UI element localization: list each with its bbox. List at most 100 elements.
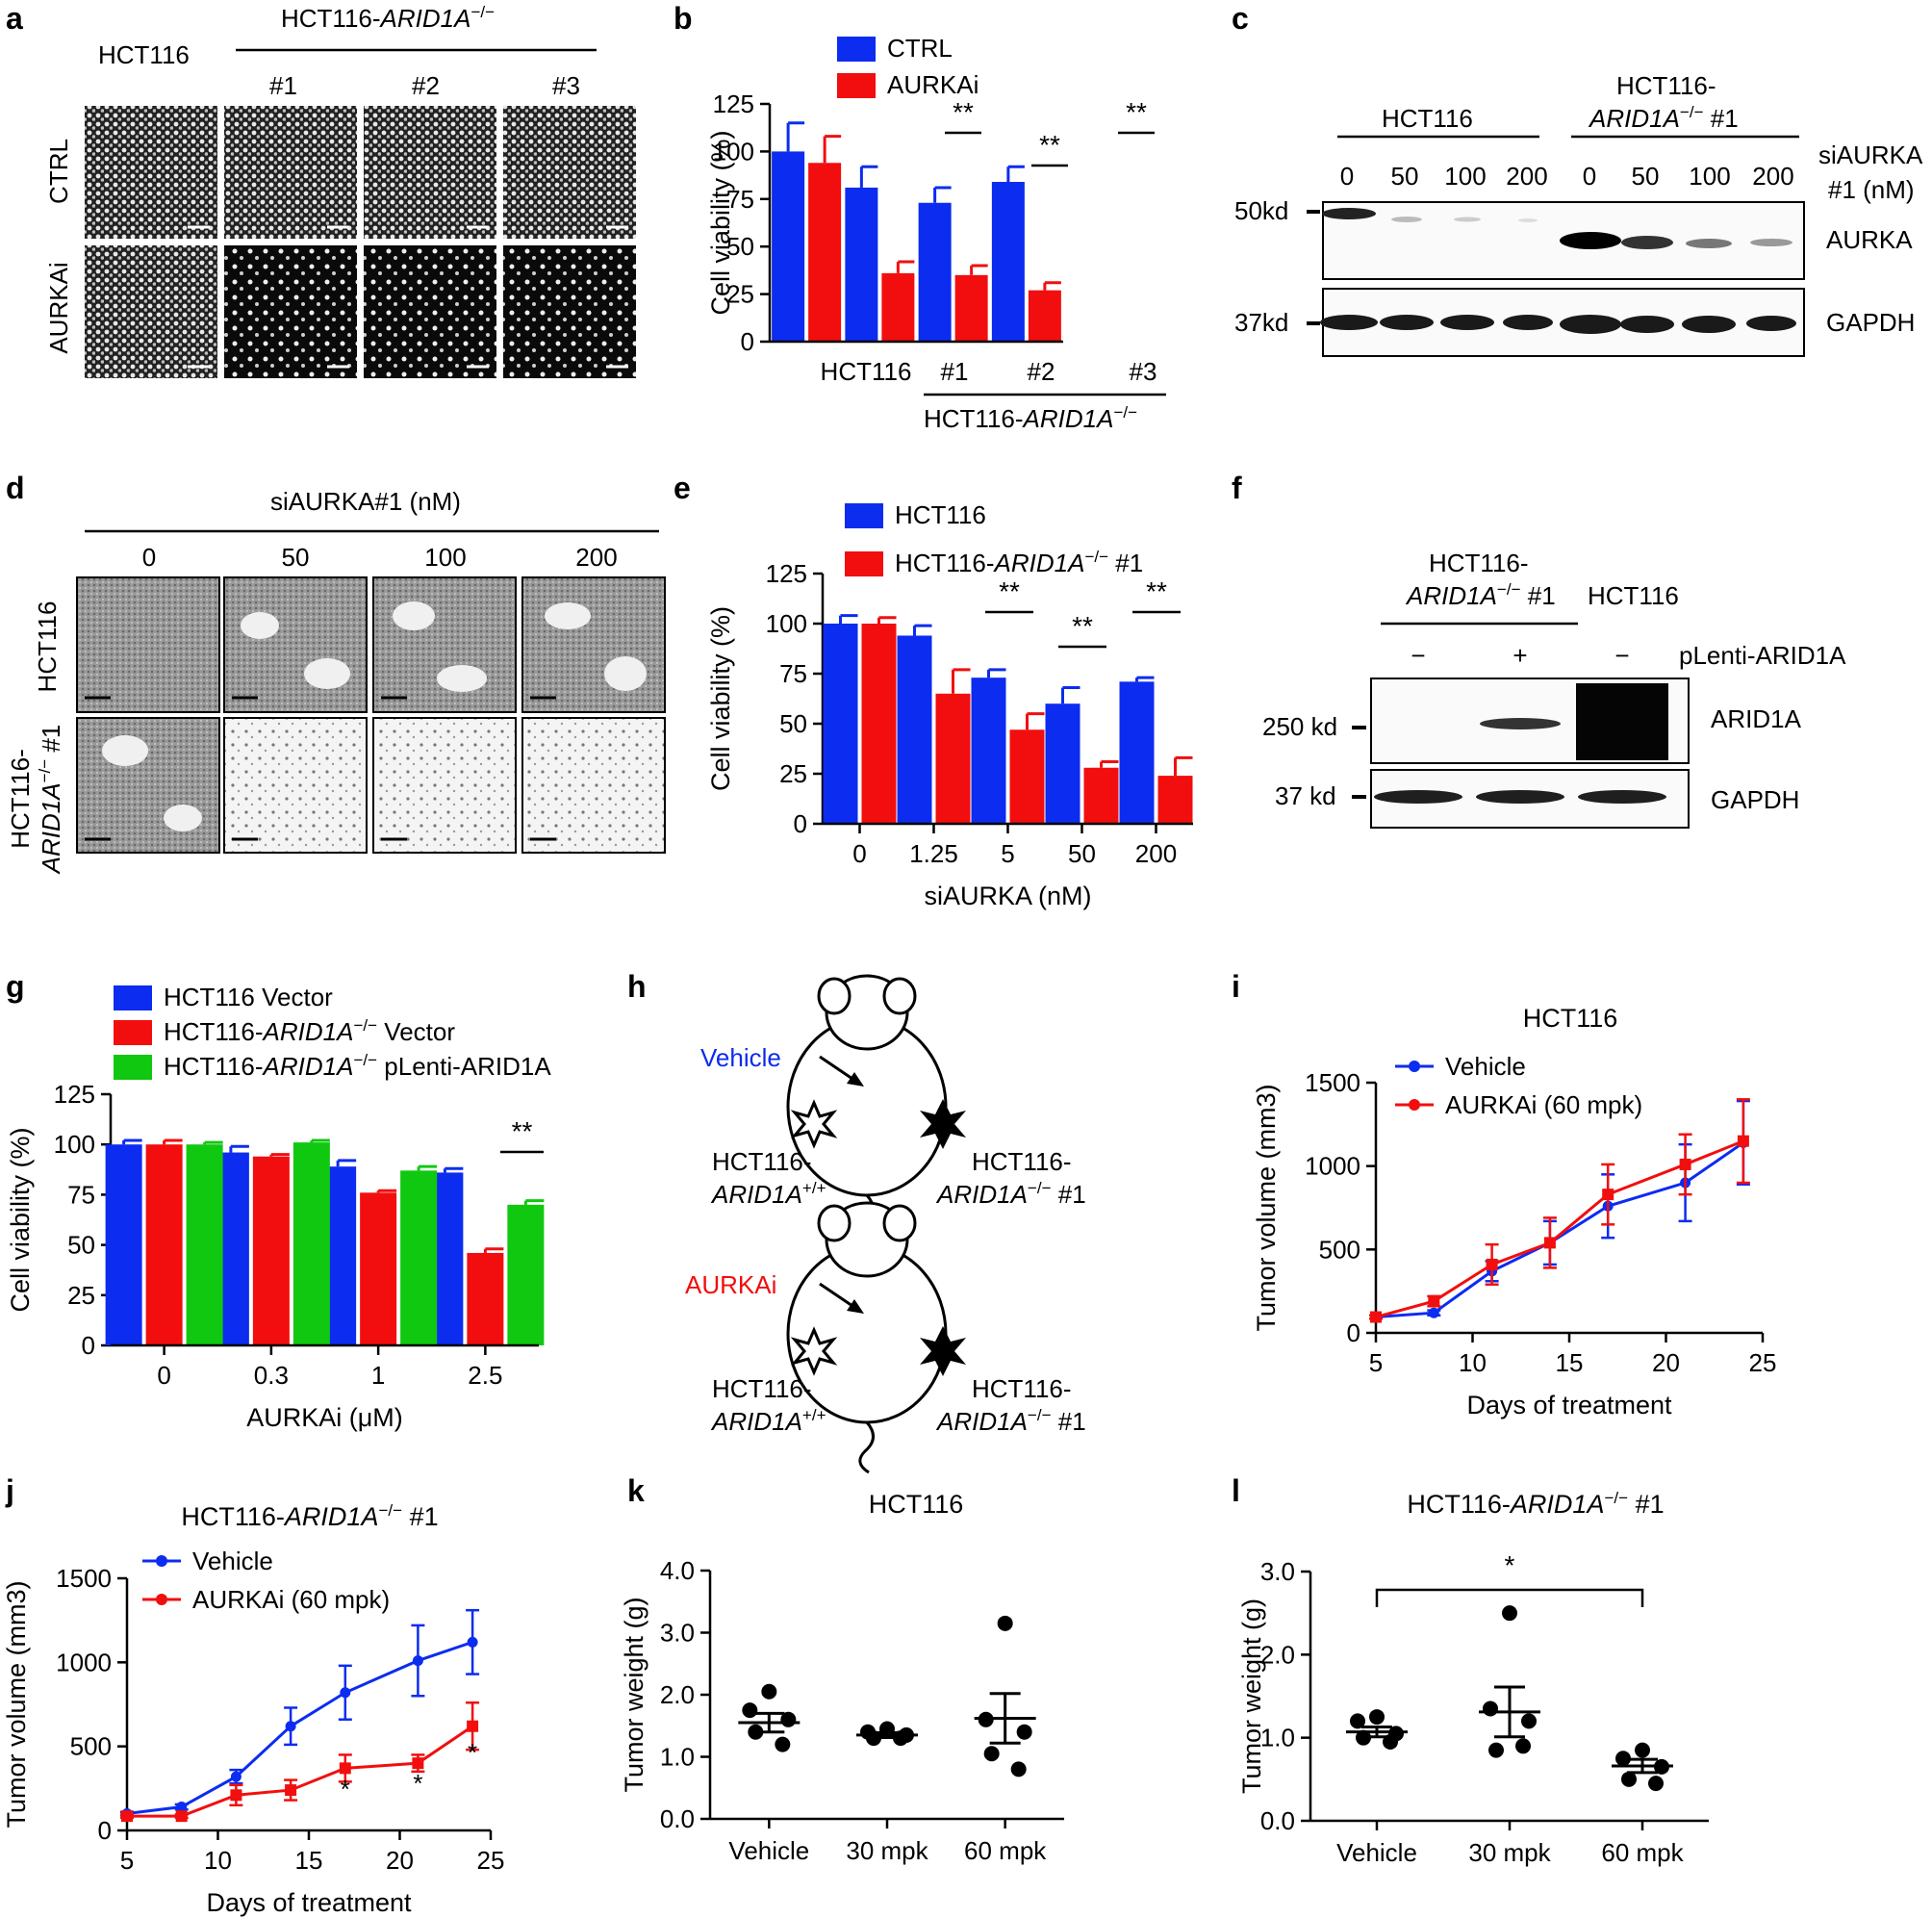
b-y-tick-label: 50	[726, 232, 754, 261]
micrograph-clone1-ctrl	[224, 106, 357, 239]
k-point-2-3	[983, 1746, 1000, 1762]
panel-a-clone-1: #1	[269, 71, 297, 100]
l-point-0-0	[1369, 1709, 1385, 1726]
tumor-right-bottom	[920, 1326, 966, 1376]
l-y-tick-label: 1.0	[1260, 1724, 1295, 1752]
panel-d-scale-bars	[85, 696, 556, 841]
i-y-tick-label: 1500	[1305, 1068, 1360, 1097]
panel-letters: a b c d e f g h i j k l	[5, 1, 1249, 1508]
panel-f-treatment: pLenti-ARID1A	[1679, 641, 1846, 670]
b-bar-s1-c0	[808, 163, 842, 342]
g-bar-s1-c1	[252, 1156, 290, 1345]
legend-marker-j-0	[156, 1555, 167, 1567]
panel-h-aurkai: AURKAi	[685, 1270, 776, 1299]
panel-letter-c: c	[1232, 1, 1249, 36]
legend-marker-i-0	[1409, 1061, 1420, 1072]
panel-letter-d: d	[6, 471, 25, 505]
panel-a-parent-label: HCT116	[98, 40, 190, 69]
k-y-tick-label: 2.0	[660, 1680, 695, 1709]
k-y-tick-label: 3.0	[660, 1619, 695, 1648]
panel-h-left-label-3: HCT116-	[712, 1374, 812, 1403]
i-point-1-2	[1486, 1258, 1498, 1270]
chart-e-bar: 0 25 50 75 100 125 Cell viability (%) 0 1.25 5 50 2…	[706, 500, 1193, 910]
b-sig-label: **	[1039, 130, 1060, 160]
blot-c-gapdh-bands	[1320, 315, 1796, 334]
blot-f-gapdh-bands	[1374, 790, 1666, 804]
legend-swatch-b-0	[837, 37, 876, 62]
panel-f-col2: HCT116	[1588, 581, 1679, 610]
legend-label-i-1: AURKAi (60 mpk)	[1445, 1090, 1642, 1119]
e-sig-label: **	[1146, 576, 1167, 606]
legend-swatch-g-0	[114, 985, 152, 1010]
chart-b-bar: 0 25 50 75 100 125 Cell viability (%) HCT116 #1 #…	[706, 34, 1166, 433]
l-point-0-1	[1350, 1713, 1365, 1729]
j-y-tick-label: 1000	[56, 1648, 112, 1676]
legend-label-e-1: HCT116-ARID1A−/− #1	[895, 548, 1143, 577]
panel-a-row-ctrl: CTRL	[44, 139, 73, 204]
panel-h-right-label-3: HCT116-	[972, 1374, 1072, 1403]
colony-hct116-50	[223, 576, 368, 713]
j-sig-label: *	[341, 1775, 350, 1803]
i-point-1-0	[1370, 1311, 1382, 1323]
i-y-tick-label: 0	[1347, 1318, 1360, 1347]
k-y-tick-label: 1.0	[660, 1743, 695, 1772]
panel-h-right-label-4: ARID1A−/− #1	[935, 1406, 1086, 1436]
b-bar-s1-c1	[881, 272, 915, 342]
legend-label-g-0: HCT116 Vector	[164, 983, 333, 1011]
g-bar-s2-c0	[186, 1144, 223, 1345]
legend-swatch-g-1	[114, 1020, 152, 1045]
legend-marker-i-1	[1409, 1099, 1420, 1111]
e-bar-s0-c3	[1045, 703, 1080, 824]
e-sig-label: **	[1072, 611, 1093, 641]
l-y-tick-label: 2.0	[1260, 1640, 1295, 1669]
legend-swatch-b-1	[837, 73, 876, 98]
panel-f-band-gapdh: GAPDH	[1711, 785, 1799, 814]
l-y-tick-label: 3.0	[1260, 1557, 1295, 1586]
l-x-tick-label: Vehicle	[1336, 1838, 1417, 1867]
j-x-tick-label: 10	[204, 1846, 232, 1875]
g-bar-s2-c1	[292, 1142, 330, 1345]
i-x-tick-label: 25	[1749, 1348, 1777, 1377]
l-y-label: Tumor weight (g)	[1237, 1598, 1266, 1794]
chart-l-scatter: 0.0 1.0 2.0 3.0 Tumor weight (g) Vehicle 30 mp…	[1237, 1489, 1709, 1867]
j-x-tick-label: 20	[386, 1846, 414, 1875]
l-point-1-1	[1483, 1701, 1498, 1717]
legend-label-g-1: HCT116-ARID1A−/− Vector	[164, 1016, 455, 1046]
b-y-tick-label: 25	[726, 280, 754, 309]
j-sig-label: *	[413, 1769, 422, 1798]
l-point-2-4	[1648, 1776, 1664, 1792]
panel-c-group-arid1a-line2: ARID1A−/− #1	[1588, 103, 1739, 133]
k-x-tick-label: 30 mpk	[846, 1836, 928, 1865]
e-bar-s1-c1	[935, 693, 971, 824]
i-point-1-6	[1737, 1135, 1749, 1147]
k-point-0-0	[761, 1683, 777, 1700]
l-point-2-1	[1615, 1751, 1631, 1767]
chart-j-line: 0 500 1000 1500 Tumor volume (mm3) 5 10 15 20 25 D…	[2, 1501, 504, 1917]
k-y-label: Tumor weight (g)	[620, 1597, 648, 1792]
micrograph-hct116-aurkai	[85, 245, 217, 378]
panel-d-dose-200: 200	[575, 543, 617, 572]
e-x-tick-label: 1.25	[909, 839, 958, 868]
l-title: HCT116-ARID1A−/− #1	[1407, 1489, 1664, 1519]
e-x-tick-label: 0	[852, 839, 866, 868]
b-bar-s0-c1	[845, 187, 878, 342]
e-y-tick-label: 0	[794, 809, 807, 838]
panel-c-dose-label-2: #1 (nM)	[1828, 175, 1915, 204]
panel-c-dose-4: 200	[1506, 162, 1547, 191]
panel-c-group-hct116: HCT116	[1382, 104, 1473, 133]
b-y-label: Cell viability (%)	[706, 130, 735, 315]
panel-h-left-label-1: HCT116-	[712, 1147, 812, 1176]
j-x-tick-label: 25	[477, 1846, 505, 1875]
g-bar-s1-c0	[145, 1144, 183, 1345]
k-point-2-4	[1010, 1761, 1027, 1777]
panel-f-col1-line1: HCT116-	[1429, 549, 1529, 577]
j-point-0-4	[340, 1687, 351, 1699]
legend-label-e-0: HCT116	[895, 500, 986, 529]
panel-a-row-aurkai: AURKAi	[44, 262, 73, 353]
b-x-tick-label: #2	[1028, 357, 1055, 386]
j-sig-label: *	[468, 1738, 477, 1767]
i-x-tick-label: 20	[1652, 1348, 1680, 1377]
g-bar-s1-c2	[360, 1192, 397, 1345]
i-x-tick-label: 5	[1369, 1348, 1383, 1377]
